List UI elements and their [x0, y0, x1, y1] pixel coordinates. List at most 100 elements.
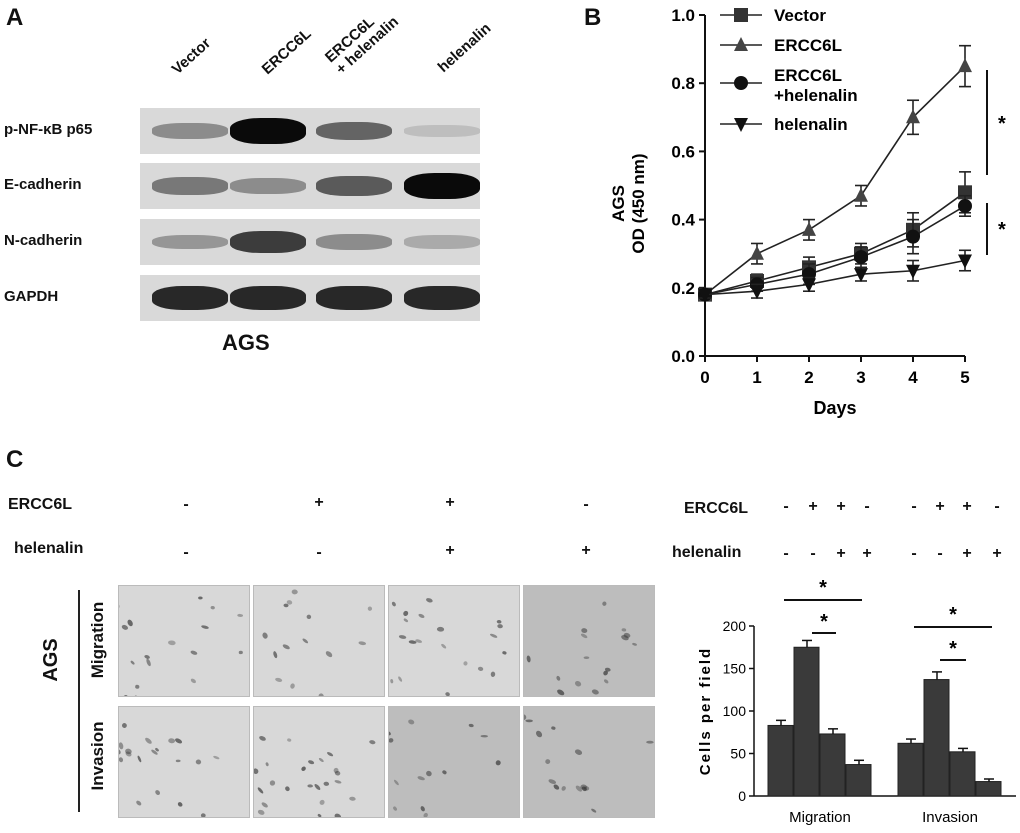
cell	[307, 784, 313, 788]
series-point	[906, 229, 920, 244]
blot-band	[404, 173, 480, 199]
cell	[477, 666, 484, 672]
y-tick-label: 0.4	[671, 211, 695, 230]
side-label-ags: AGS	[40, 638, 62, 682]
cell	[177, 802, 183, 807]
cell	[319, 799, 325, 805]
cell	[367, 606, 373, 611]
cell	[145, 737, 152, 744]
bar-row-label-ercc6l: ERCC6L	[684, 500, 749, 517]
cell	[445, 692, 450, 697]
bar-helenalin-sign: +	[862, 545, 872, 562]
cell	[285, 786, 290, 792]
cell	[408, 640, 417, 644]
blot-row	[140, 219, 480, 265]
series-point	[750, 245, 764, 260]
series-point	[854, 187, 868, 202]
cell	[195, 759, 202, 765]
bar-ercc6l-sign: -	[911, 498, 917, 515]
y-axis-label-line2: OD (450 nm)	[629, 153, 648, 253]
cell	[386, 731, 391, 736]
cell	[130, 660, 135, 665]
cell	[201, 625, 209, 629]
cell	[282, 644, 290, 650]
migration-micrograph	[118, 492, 385, 727]
cell	[580, 633, 588, 639]
cell	[237, 613, 244, 617]
legend-label: Vector	[774, 6, 826, 25]
cell	[118, 742, 124, 750]
cell	[575, 785, 583, 792]
x-tick-label: 1	[752, 368, 761, 387]
bar	[975, 781, 1002, 797]
bar	[897, 742, 924, 797]
blot-band	[230, 286, 306, 310]
sig-star: *	[949, 638, 957, 660]
migration-micrograph	[7, 486, 250, 723]
cell	[259, 736, 266, 741]
cell	[602, 601, 607, 606]
blot-band	[230, 118, 306, 144]
cell-speckles	[0, 614, 220, 833]
series-point	[958, 58, 972, 73]
bar-ercc6l-sign: -	[783, 498, 789, 515]
cell	[497, 624, 503, 629]
cell	[273, 651, 278, 659]
cell	[269, 780, 276, 786]
cell	[253, 768, 259, 774]
series-point	[734, 118, 748, 132]
lane-label-vector: Vector	[168, 34, 215, 78]
cell	[125, 748, 132, 755]
cell	[551, 726, 556, 730]
invasion-micrograph	[236, 609, 520, 833]
sig-star: *	[820, 611, 828, 633]
cell	[398, 676, 403, 682]
cell	[121, 723, 127, 728]
legend-label: ERCC6L	[774, 36, 842, 55]
cell-speckles	[382, 612, 654, 833]
series-point	[734, 37, 748, 51]
cell	[442, 770, 447, 775]
cell	[325, 651, 333, 658]
sig-star: *	[998, 219, 1006, 241]
cell	[308, 760, 315, 765]
panel-c-letter: C	[6, 446, 24, 473]
cell	[168, 640, 176, 646]
cell	[526, 655, 531, 663]
blot-band	[404, 125, 480, 137]
cell	[388, 738, 394, 743]
blot-band	[404, 286, 480, 310]
cell	[155, 747, 159, 752]
blot-row-label: GAPDH	[4, 288, 59, 305]
cell	[265, 762, 269, 767]
y-tick-label: 0.2	[671, 279, 695, 298]
series-point	[802, 278, 816, 293]
invasion-micrograph	[382, 612, 655, 833]
y-tick-label: 0	[738, 788, 746, 804]
bar-ercc6l-sign: +	[808, 498, 818, 515]
x-tick-label: 4	[908, 368, 918, 387]
cell	[591, 808, 597, 813]
cell	[520, 714, 527, 721]
y-tick-label: 0.8	[671, 74, 695, 93]
cell	[369, 740, 376, 745]
x-tick-label: 3	[856, 368, 865, 387]
legend-label-line: +helenalin	[774, 86, 858, 105]
bar-helenalin-sign: -	[783, 545, 789, 562]
cell	[581, 628, 588, 633]
cells-bar-chart: 0 50 100 150 200 Cells per field Migration Inva…	[697, 577, 1016, 826]
bar-row-label-helenalin: helenalin	[672, 544, 742, 561]
blot-row-label: p-NF-κB p65	[4, 121, 93, 138]
cell	[134, 695, 139, 700]
bar	[923, 679, 950, 797]
cell	[111, 713, 119, 720]
cell	[112, 775, 119, 783]
bar-helenalin-sign: +	[992, 545, 1002, 562]
category-label: Migration	[789, 809, 851, 826]
cell	[302, 638, 309, 644]
bar-helenalin-sign: +	[836, 545, 846, 562]
cell	[496, 620, 502, 624]
cell-speckles	[111, 621, 376, 833]
sig-star: *	[819, 577, 827, 599]
lane-label-helenalin: helenalin	[434, 19, 495, 76]
